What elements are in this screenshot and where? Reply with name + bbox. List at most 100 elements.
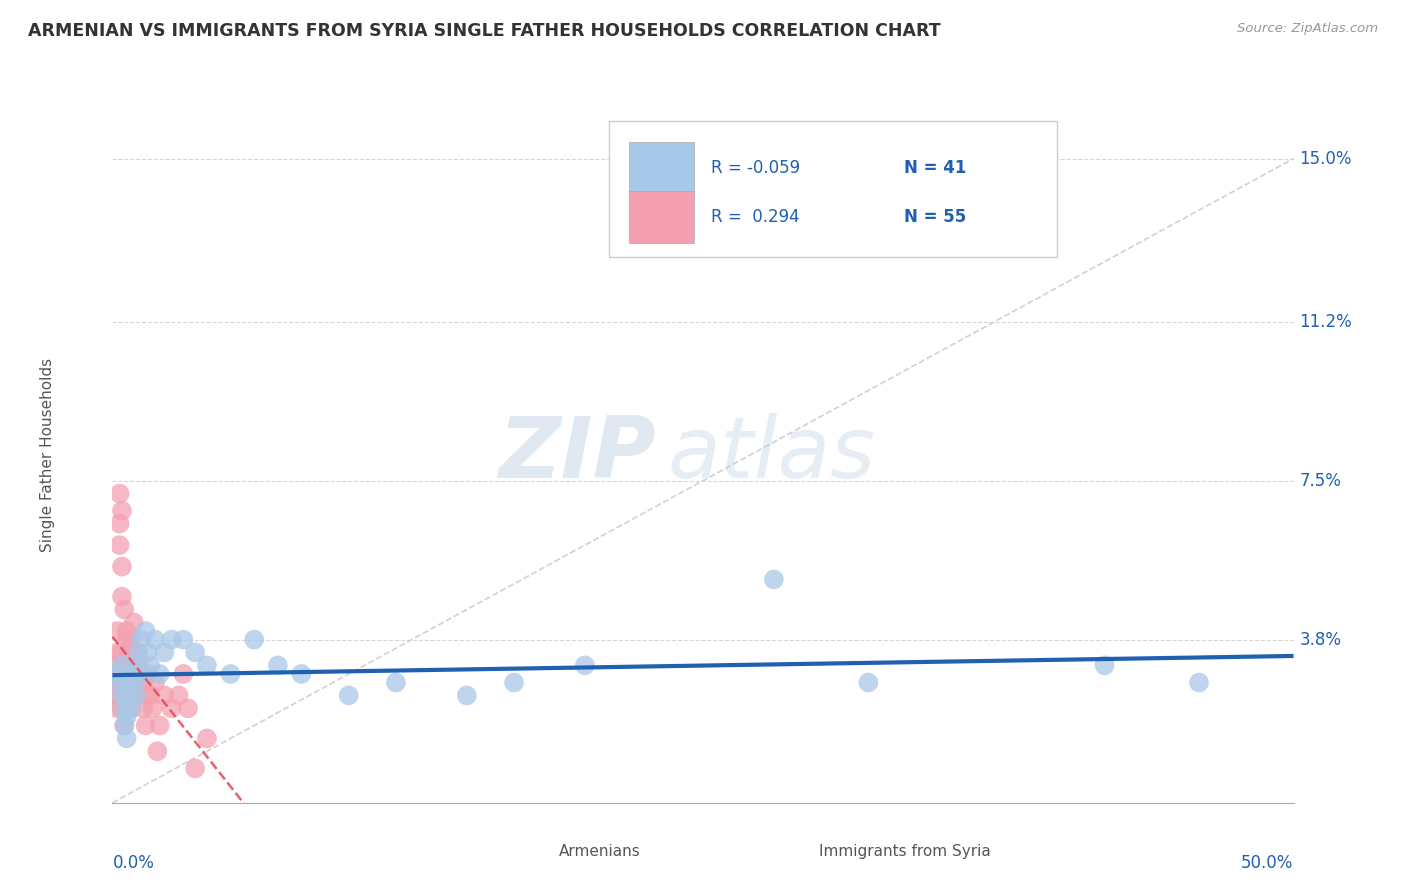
Point — [108, 689, 131, 703]
Point — [149, 718, 172, 732]
Point — [111, 667, 134, 681]
Text: 3.8%: 3.8% — [1299, 631, 1341, 648]
Point — [105, 667, 128, 681]
Point — [127, 645, 149, 659]
Point — [120, 701, 142, 715]
Text: Source: ZipAtlas.com: Source: ZipAtlas.com — [1237, 22, 1378, 36]
Point — [132, 667, 155, 681]
Point — [111, 559, 134, 574]
Text: N = 41: N = 41 — [904, 160, 966, 178]
Point — [120, 701, 142, 715]
Point — [115, 710, 138, 724]
Point — [195, 658, 218, 673]
Point — [104, 667, 127, 681]
Point — [112, 675, 135, 690]
FancyBboxPatch shape — [628, 191, 693, 243]
Point — [118, 675, 141, 690]
Point — [127, 658, 149, 673]
Point — [112, 718, 135, 732]
Point — [129, 632, 152, 647]
Point — [108, 486, 131, 500]
Text: Armenians: Armenians — [560, 844, 641, 859]
Point — [120, 689, 142, 703]
Point — [503, 675, 526, 690]
Point — [139, 658, 162, 673]
FancyBboxPatch shape — [762, 839, 810, 864]
Point — [122, 675, 145, 690]
Point — [111, 645, 134, 659]
Point — [108, 675, 131, 690]
Point — [167, 689, 190, 703]
Point — [195, 731, 218, 746]
Point — [105, 658, 128, 673]
Point — [105, 624, 128, 638]
Point — [105, 675, 128, 690]
Text: R =  0.294: R = 0.294 — [711, 208, 800, 226]
Point — [135, 624, 157, 638]
Point — [184, 645, 207, 659]
Point — [385, 675, 408, 690]
Point — [104, 689, 127, 703]
Text: Immigrants from Syria: Immigrants from Syria — [818, 844, 990, 859]
Point — [184, 761, 207, 775]
Point — [115, 632, 138, 647]
Point — [105, 645, 128, 659]
Point — [112, 718, 135, 732]
Point — [118, 689, 141, 703]
Text: N = 55: N = 55 — [904, 208, 966, 226]
Point — [1094, 658, 1116, 673]
Point — [111, 658, 134, 673]
Point — [135, 689, 157, 703]
Point — [160, 632, 183, 647]
Text: 7.5%: 7.5% — [1299, 472, 1341, 490]
Point — [172, 632, 194, 647]
Point — [574, 658, 596, 673]
Text: R = -0.059: R = -0.059 — [711, 160, 800, 178]
Point — [136, 645, 159, 659]
Text: Single Father Households: Single Father Households — [39, 358, 55, 552]
Point — [762, 573, 785, 587]
Text: ARMENIAN VS IMMIGRANTS FROM SYRIA SINGLE FATHER HOUSEHOLDS CORRELATION CHART: ARMENIAN VS IMMIGRANTS FROM SYRIA SINGLE… — [28, 22, 941, 40]
Point — [111, 689, 134, 703]
Point — [243, 632, 266, 647]
Point — [112, 602, 135, 616]
Text: ZIP: ZIP — [498, 413, 655, 497]
Point — [112, 701, 135, 715]
Point — [177, 701, 200, 715]
Point — [115, 624, 138, 638]
Text: atlas: atlas — [668, 413, 876, 497]
Point — [120, 667, 142, 681]
Point — [149, 667, 172, 681]
Point — [132, 701, 155, 715]
Text: 11.2%: 11.2% — [1299, 313, 1353, 331]
Point — [127, 689, 149, 703]
Point — [219, 667, 242, 681]
Point — [146, 744, 169, 758]
Point — [108, 675, 131, 690]
Point — [111, 504, 134, 518]
Point — [290, 667, 312, 681]
Point — [105, 701, 128, 715]
Point — [139, 689, 162, 703]
Point — [143, 675, 166, 690]
Point — [160, 701, 183, 715]
Point — [111, 590, 134, 604]
Point — [111, 701, 134, 715]
Point — [108, 516, 131, 531]
Point — [267, 658, 290, 673]
Point — [125, 645, 148, 659]
Point — [120, 632, 142, 647]
Point — [115, 689, 138, 703]
Point — [112, 658, 135, 673]
Point — [115, 731, 138, 746]
Point — [142, 701, 165, 715]
Point — [456, 689, 478, 703]
FancyBboxPatch shape — [609, 121, 1057, 257]
Point — [122, 615, 145, 630]
Point — [153, 689, 176, 703]
Point — [172, 667, 194, 681]
Text: 15.0%: 15.0% — [1299, 150, 1353, 168]
Point — [125, 689, 148, 703]
Text: 0.0%: 0.0% — [112, 855, 155, 872]
Point — [337, 689, 360, 703]
